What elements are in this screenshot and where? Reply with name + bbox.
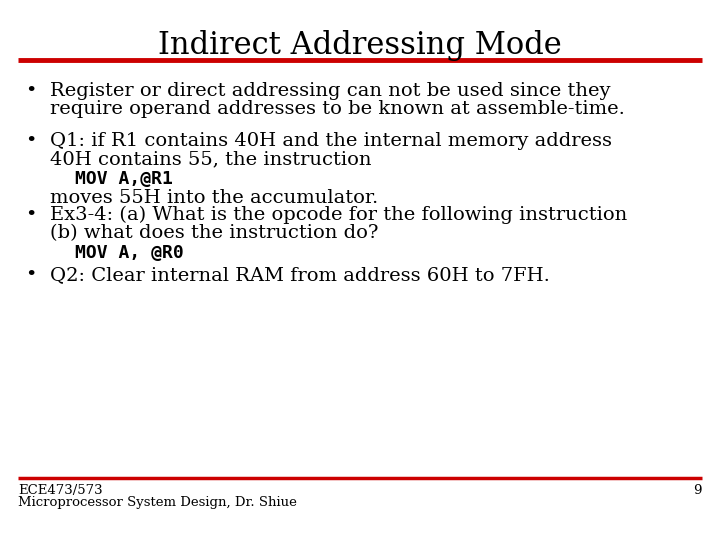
Text: Register or direct addressing can not be used since they: Register or direct addressing can not be… xyxy=(50,82,611,100)
Text: Q2: Clear internal RAM from address 60H to 7FH.: Q2: Clear internal RAM from address 60H … xyxy=(50,266,550,284)
Text: ECE473/573: ECE473/573 xyxy=(18,484,103,497)
Text: MOV A,@R1: MOV A,@R1 xyxy=(75,170,173,188)
Text: Microprocessor System Design, Dr. Shiue: Microprocessor System Design, Dr. Shiue xyxy=(18,496,297,509)
Text: •: • xyxy=(25,132,37,150)
Text: •: • xyxy=(25,206,37,224)
Text: Ex3-4: (a) What is the opcode for the following instruction: Ex3-4: (a) What is the opcode for the fo… xyxy=(50,206,627,224)
Text: 40H contains 55, the instruction: 40H contains 55, the instruction xyxy=(50,150,372,168)
Text: MOV A, @R0: MOV A, @R0 xyxy=(75,244,184,262)
Text: Q1: if R1 contains 40H and the internal memory address: Q1: if R1 contains 40H and the internal … xyxy=(50,132,612,150)
Text: (b) what does the instruction do?: (b) what does the instruction do? xyxy=(50,224,379,242)
Text: Indirect Addressing Mode: Indirect Addressing Mode xyxy=(158,30,562,61)
Text: moves 55H into the accumulator.: moves 55H into the accumulator. xyxy=(50,189,378,207)
Text: 9: 9 xyxy=(693,484,702,497)
Text: require operand addresses to be known at assemble-time.: require operand addresses to be known at… xyxy=(50,100,625,118)
Text: •: • xyxy=(25,266,37,284)
Text: •: • xyxy=(25,82,37,100)
